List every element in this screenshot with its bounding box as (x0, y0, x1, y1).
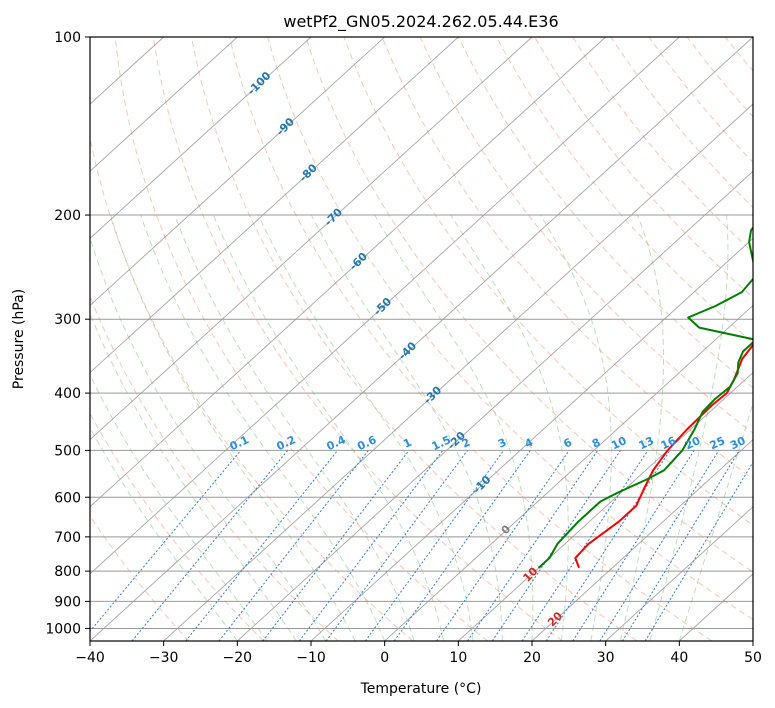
moist-adiabat (539, 214, 612, 641)
mixing-ratio-line (185, 450, 338, 641)
isotherm (237, 170, 753, 641)
mixing-ratio-label: 20 (683, 434, 703, 452)
moist-adiabat (310, 214, 503, 641)
dry-adiabat (90, 514, 190, 641)
mixing-ratio-line (364, 450, 505, 641)
isotherm (605, 506, 753, 641)
moist-adiabat (90, 312, 297, 641)
moist-adiabat (450, 214, 569, 641)
y-tick-label: 700 (54, 530, 81, 546)
x-tick-label: 30 (597, 650, 615, 666)
mixing-ratio-line (545, 450, 671, 641)
x-tick-label: 20 (523, 650, 541, 666)
mixing-ratio-line (621, 450, 740, 641)
dry-adiabat (305, 37, 753, 573)
isotherm (310, 237, 753, 641)
y-axis-label: Pressure (hPa) (11, 289, 27, 389)
x-tick-label: 50 (744, 650, 762, 666)
mixing-ratio-line (393, 450, 531, 641)
moist-adiabat (374, 214, 534, 641)
isotherm (90, 37, 533, 441)
y-tick-label: 300 (54, 312, 81, 328)
isotherm (90, 37, 680, 575)
dry-adiabat (152, 37, 563, 641)
mixing-ratio-line (218, 450, 369, 641)
y-tick-label: 400 (54, 386, 81, 402)
x-tick-label: −10 (296, 650, 326, 666)
dry-adiabat (495, 37, 753, 344)
y-tick-label: 100 (54, 30, 81, 46)
dry-adiabat (457, 37, 753, 389)
isotherm (384, 304, 753, 641)
y-tick-label: 1000 (45, 621, 81, 637)
mixing-ratio-line (572, 450, 695, 641)
dry-adiabat (114, 37, 488, 641)
x-tick-label: −40 (75, 650, 105, 666)
dry-adiabat (343, 37, 753, 526)
mixing-ratio-line (90, 450, 242, 632)
isotherm (90, 37, 385, 307)
isotherm (752, 640, 753, 641)
plot-frame (89, 36, 754, 642)
dry-adiabat (419, 37, 753, 434)
background-lines (90, 37, 775, 641)
dry-adiabat (229, 37, 712, 641)
y-tick-label: 200 (54, 208, 81, 224)
isotherm (90, 37, 753, 641)
moist-adiabat (90, 373, 268, 641)
mixing-ratio-label: 16 (659, 434, 679, 452)
y-tick-label: 800 (54, 564, 81, 580)
x-tick-label: 40 (670, 650, 688, 666)
dry-adiabat (763, 37, 775, 641)
moist-adiabat (619, 214, 664, 641)
mixing-ratio-label: 25 (708, 434, 727, 452)
mixing-ratio-line (467, 450, 599, 641)
mixing-ratio-line (599, 450, 720, 641)
dry-adiabat (90, 134, 414, 641)
y-tick-label: 900 (54, 594, 81, 610)
mixing-ratio-line (262, 450, 410, 641)
x-tick-label: −30 (149, 650, 179, 666)
profile-line (537, 226, 753, 569)
dry-adiabat (381, 37, 753, 480)
mixing-ratio-label: 10 (609, 434, 629, 452)
isotherm (90, 37, 459, 374)
mixing-ratio-label: 13 (637, 434, 656, 452)
moist-adiabat (213, 214, 445, 641)
x-tick-label: 0 (380, 650, 389, 666)
x-axis-label: Temperature (°C) (360, 681, 482, 697)
mixing-ratio-line (325, 450, 468, 641)
y-tick-label: 600 (54, 490, 81, 506)
moist-adiabat (140, 214, 386, 641)
moist-adiabat (257, 214, 474, 641)
dry-adiabat (90, 412, 264, 641)
x-tick-label: −20 (223, 650, 253, 666)
isotherm (90, 37, 312, 239)
isotherm (163, 103, 753, 641)
mixing-ratio-line (131, 450, 288, 641)
isotherm (458, 371, 753, 641)
isotherm (90, 37, 606, 508)
profile-lines (537, 226, 753, 569)
dry-adiabat (534, 37, 753, 299)
mixing-ratio-label: 30 (728, 434, 748, 452)
x-tick-label: 10 (449, 650, 467, 666)
dry-adiabat (190, 37, 638, 641)
moist-adiabat (90, 236, 327, 641)
axis-ticks: −40 −30 −20 −10 0 10 20 30 40 50 100 200 300 400 500 60… (45, 30, 762, 666)
isotherm (531, 439, 753, 641)
dry-adiabat (267, 37, 753, 621)
chart-title: wetPf2_GN05.2024.262.05.44.E36 (283, 12, 558, 32)
mixing-ratio-line (644, 461, 753, 641)
isotherm (90, 37, 238, 172)
moist-adiabat (110, 214, 356, 641)
profile-line (574, 343, 753, 569)
y-tick-label: 500 (54, 443, 81, 459)
moist-adiabat (90, 426, 238, 641)
mixing-ratio-line (436, 450, 570, 641)
